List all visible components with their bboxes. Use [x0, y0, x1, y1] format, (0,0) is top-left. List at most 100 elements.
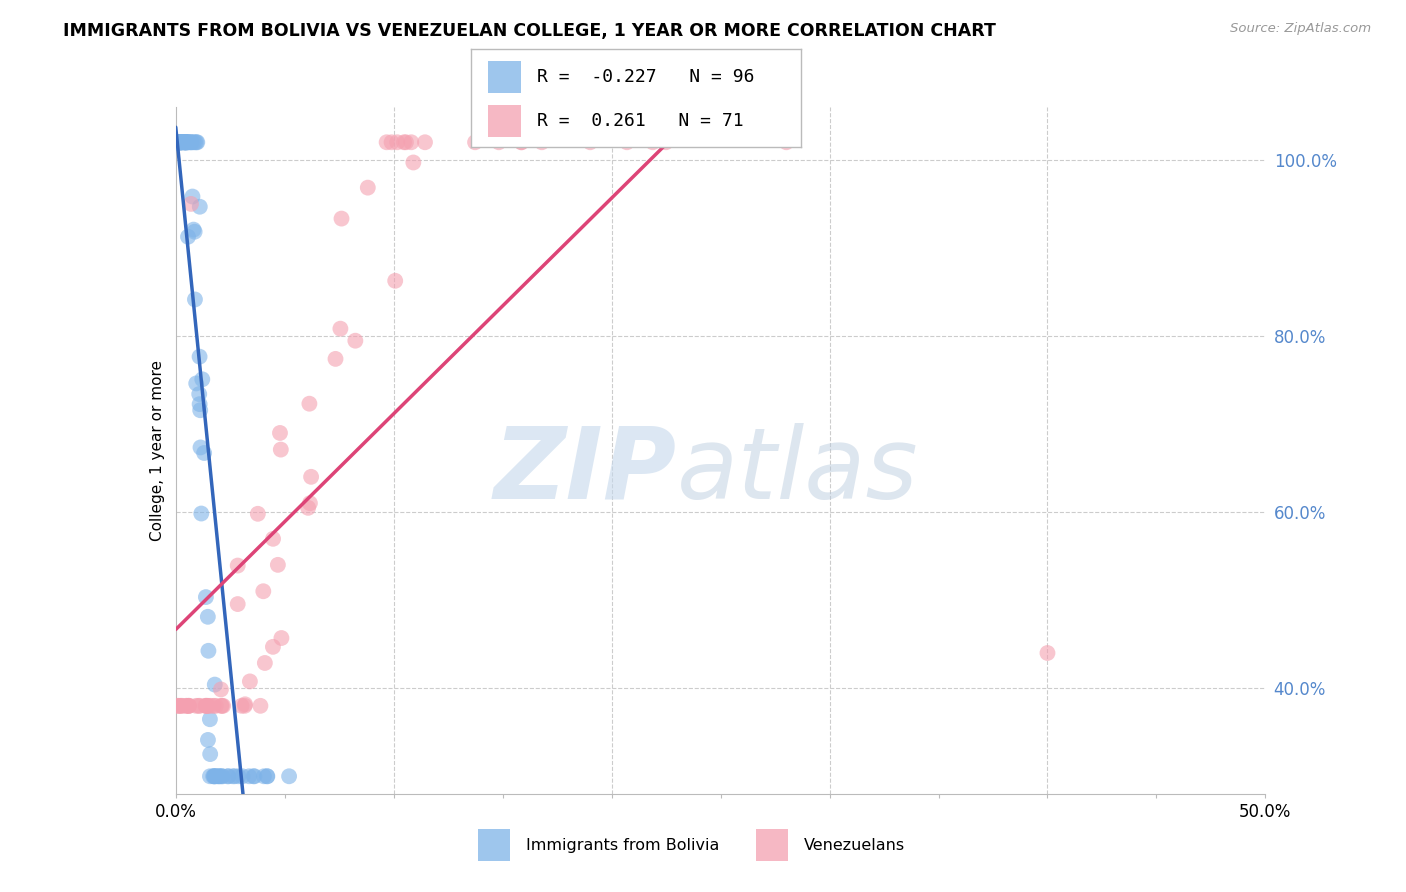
- Point: [184, 293, 207, 307]
- Text: IMMIGRANTS FROM BOLIVIA VS VENEZUELAN COLLEGE, 1 YEAR OR MORE CORRELATION CHART: IMMIGRANTS FROM BOLIVIA VS VENEZUELAN CO…: [63, 22, 995, 40]
- Point: [183, 225, 205, 239]
- Point: [387, 135, 409, 149]
- Point: [242, 769, 264, 783]
- Point: [176, 135, 198, 149]
- Point: [194, 698, 217, 713]
- Point: [198, 769, 221, 783]
- Point: [530, 135, 553, 149]
- Point: [188, 200, 211, 214]
- Point: [205, 698, 228, 713]
- Point: [169, 135, 191, 149]
- Point: [217, 769, 239, 783]
- Point: [256, 769, 278, 783]
- Point: [211, 769, 233, 783]
- Point: [262, 532, 284, 546]
- Point: [395, 135, 418, 149]
- Point: [170, 135, 193, 149]
- Point: [488, 135, 510, 149]
- Point: [270, 442, 292, 457]
- Point: [170, 135, 193, 149]
- Point: [325, 351, 347, 366]
- Point: [167, 698, 190, 713]
- Point: [188, 387, 211, 401]
- Point: [170, 135, 193, 149]
- Point: [186, 135, 208, 149]
- Point: [222, 769, 245, 783]
- Point: [297, 500, 319, 515]
- Point: [202, 769, 225, 783]
- Point: [231, 769, 253, 783]
- Point: [413, 135, 436, 149]
- Point: [167, 135, 190, 149]
- Point: [207, 769, 229, 783]
- Point: [233, 698, 256, 713]
- Point: [775, 135, 797, 149]
- Point: [357, 180, 380, 194]
- Point: [174, 135, 197, 149]
- Point: [170, 698, 193, 713]
- Point: [246, 507, 269, 521]
- Point: [167, 135, 190, 149]
- Point: [170, 135, 193, 149]
- Point: [169, 135, 191, 149]
- Point: [177, 698, 200, 713]
- Point: [167, 135, 190, 149]
- Point: [184, 698, 207, 713]
- Point: [167, 698, 190, 713]
- Point: [384, 274, 406, 288]
- Point: [188, 698, 211, 713]
- Point: [197, 609, 219, 624]
- Point: [170, 698, 193, 713]
- Point: [177, 698, 200, 713]
- Point: [186, 376, 208, 391]
- Point: [616, 135, 638, 149]
- Bar: [756, 830, 789, 861]
- Point: [167, 135, 190, 149]
- Point: [267, 558, 290, 572]
- Point: [208, 769, 231, 783]
- Point: [239, 674, 262, 689]
- Text: R =  0.261   N = 71: R = 0.261 N = 71: [537, 112, 744, 130]
- Point: [183, 222, 205, 236]
- Point: [402, 155, 425, 169]
- Point: [224, 769, 246, 783]
- Point: [169, 698, 191, 713]
- Point: [249, 698, 271, 713]
- Point: [167, 135, 190, 149]
- Point: [298, 496, 321, 510]
- Point: [211, 769, 233, 783]
- Point: [217, 769, 239, 783]
- Point: [202, 769, 225, 783]
- Point: [202, 698, 225, 713]
- Point: [190, 441, 212, 455]
- Point: [238, 769, 260, 783]
- Point: [173, 135, 195, 149]
- Point: [169, 135, 191, 149]
- Point: [278, 769, 301, 783]
- Point: [177, 698, 200, 713]
- Point: [641, 135, 664, 149]
- Point: [174, 135, 197, 149]
- Point: [208, 769, 231, 783]
- Point: [299, 470, 322, 484]
- Point: [174, 135, 197, 149]
- Point: [375, 135, 398, 149]
- Point: [194, 590, 217, 604]
- Point: [330, 211, 353, 226]
- Point: [167, 135, 190, 149]
- Point: [174, 135, 197, 149]
- Point: [205, 769, 228, 783]
- Point: [167, 135, 190, 149]
- Point: [188, 403, 211, 417]
- Point: [167, 135, 190, 149]
- Point: [262, 640, 284, 654]
- Point: [176, 135, 198, 149]
- Text: ZIP: ZIP: [494, 423, 678, 519]
- Bar: [488, 61, 520, 94]
- Point: [167, 135, 190, 149]
- Point: [191, 372, 214, 386]
- Point: [177, 135, 200, 149]
- Point: [464, 135, 486, 149]
- Point: [176, 698, 198, 713]
- Point: [170, 135, 193, 149]
